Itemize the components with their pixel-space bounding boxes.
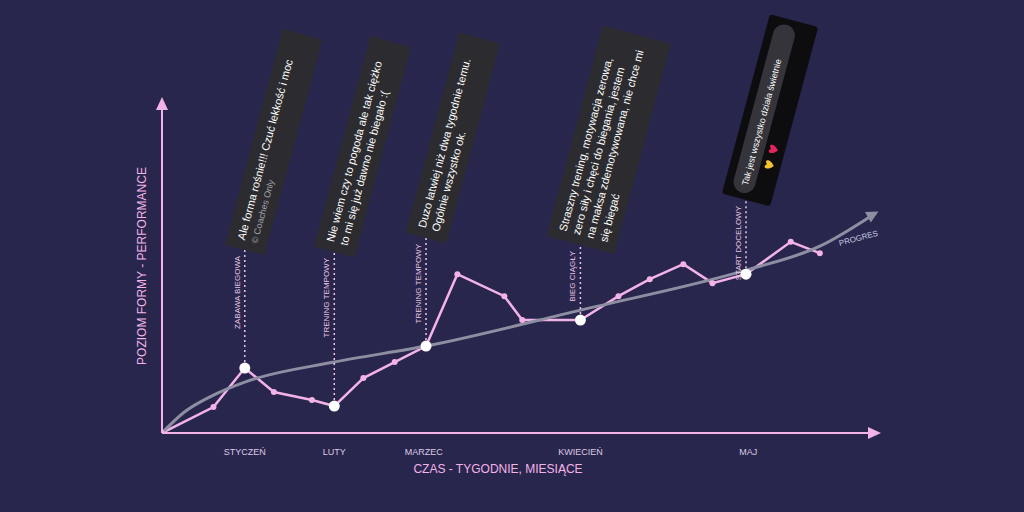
svg-text:Ogólnie wszystko ok.: Ogólnie wszystko ok. <box>429 130 467 233</box>
svg-text:zero siły i chęci do biegania,: zero siły i chęci do biegania, jestem <box>570 65 627 236</box>
svg-text:START DOCELOWY: START DOCELOWY <box>734 205 743 280</box>
svg-text:MARZEC: MARZEC <box>405 447 444 457</box>
svg-text:Ale forma rośnie!!! Czuć lekko: Ale forma rośnie!!! Czuć lekkość i moc <box>235 58 295 242</box>
svg-text:to mi się już dawno nie biegał: to mi się już dawno nie biegało :( <box>338 89 391 247</box>
svg-text:Nie wiem czy to pogoda ale tak: Nie wiem czy to pogoda ale tak ciężko <box>324 59 384 243</box>
svg-text:CZAS - TYGODNIE, MIESIĄCE: CZAS - TYGODNIE, MIESIĄCE <box>413 462 582 476</box>
svg-text:Duzo łatwiej niż dwa tygodnie: Duzo łatwiej niż dwa tygodnie temu. <box>415 57 473 229</box>
svg-text:TRENING TEMPOWY: TRENING TEMPOWY <box>414 243 423 323</box>
svg-text:POZIOM FORMY - PERFORMANCE: POZIOM FORMY - PERFORMANCE <box>135 167 149 365</box>
svg-text:się biegać: się biegać <box>597 192 622 243</box>
svg-text:LUTY: LUTY <box>323 447 346 457</box>
svg-text:Straszny trening, motywacja ze: Straszny trening, motywacja zerowa, <box>556 56 615 233</box>
svg-text:TRENING TEMPOWY: TRENING TEMPOWY <box>322 257 331 337</box>
svg-text:© Coaches Only: © Coaches Only <box>250 178 277 244</box>
svg-text:MAJ: MAJ <box>739 447 757 457</box>
svg-text:STYCZEŃ: STYCZEŃ <box>224 447 266 457</box>
svg-text:PROGRES: PROGRES <box>838 229 879 248</box>
svg-text:Tak jest wszystko działa świet: Tak jest wszystko działa świetnie <box>740 58 783 187</box>
svg-text:na maksa zdemotywowana, nie ch: na maksa zdemotywowana, nie chce mi <box>583 48 646 240</box>
svg-text:KWIECIEŃ: KWIECIEŃ <box>558 447 603 457</box>
svg-text:ZABAWA BIEGOWA: ZABAWA BIEGOWA <box>233 255 242 329</box>
svg-text:BIEG CIĄGŁY: BIEG CIĄGŁY <box>568 250 577 301</box>
